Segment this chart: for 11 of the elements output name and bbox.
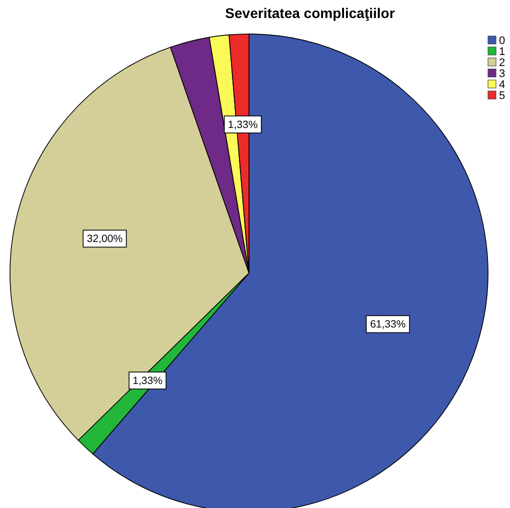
data-label: 32,00% xyxy=(86,233,123,246)
chart-title: Severitatea complicaţiilor xyxy=(225,5,396,21)
legend-label: 2 xyxy=(499,57,506,69)
data-label: 1,33% xyxy=(132,375,162,388)
legend-label: 5 xyxy=(499,90,506,102)
legend-label: 1 xyxy=(499,46,506,58)
legend-label: 4 xyxy=(499,79,506,91)
data-label: 61,33% xyxy=(370,318,406,331)
slice-label: 0 xyxy=(499,35,506,47)
data-label: 1,33% xyxy=(228,118,258,131)
legend-label: 3 xyxy=(499,68,506,80)
